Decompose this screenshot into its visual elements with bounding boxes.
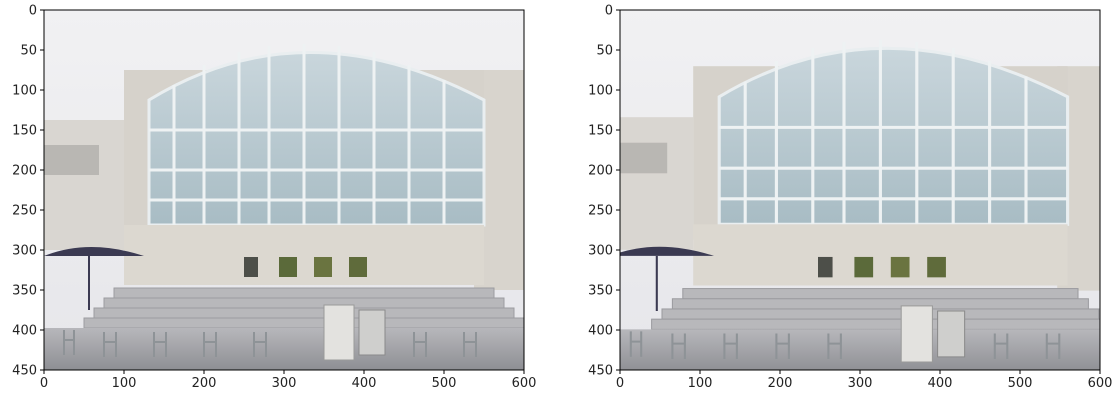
y-tick-label: 150 (588, 124, 613, 139)
x-tick-label: 600 (1088, 376, 1113, 391)
x-tick-label: 200 (192, 376, 217, 391)
y-tick-label: 300 (588, 244, 613, 259)
y-tick-label: 250 (12, 204, 37, 219)
right-photo (620, 10, 1100, 370)
right-x-axis: 0 100 200 300 400 500 600 (616, 370, 1113, 391)
x-tick-label: 500 (1008, 376, 1033, 391)
y-tick-label: 100 (12, 84, 37, 99)
x-tick-label: 100 (112, 376, 137, 391)
y-tick-label: 400 (12, 324, 37, 339)
y-tick-label: 200 (588, 164, 613, 179)
x-tick-label: 600 (512, 376, 537, 391)
y-tick-label: 450 (588, 364, 613, 379)
left-x-axis: 0 100 200 300 400 500 600 (40, 370, 537, 391)
y-tick-label: 50 (596, 44, 613, 59)
x-tick-label: 300 (848, 376, 873, 391)
x-tick-label: 200 (768, 376, 793, 391)
x-tick-label: 400 (928, 376, 953, 391)
x-tick-label: 0 (40, 376, 48, 391)
y-tick-label: 0 (605, 4, 613, 19)
y-tick-label: 450 (12, 364, 37, 379)
x-tick-label: 300 (272, 376, 297, 391)
y-tick-label: 250 (588, 204, 613, 219)
x-tick-label: 400 (352, 376, 377, 391)
y-tick-label: 400 (588, 324, 613, 339)
y-tick-label: 150 (12, 124, 37, 139)
x-tick-label: 100 (688, 376, 713, 391)
right-y-axis: 0 50 100 150 200 250 300 350 400 450 (588, 4, 620, 379)
right-panel: 0 100 200 300 400 500 600 0 50 100 150 200 250 300 35… (588, 4, 1112, 392)
left-panel: 0 100 200 300 400 500 600 0 50 100 150 200 250 300 35… (12, 4, 536, 392)
y-tick-label: 200 (12, 164, 37, 179)
y-tick-label: 0 (29, 4, 37, 19)
y-tick-label: 50 (20, 44, 37, 59)
left-photo (44, 10, 524, 370)
x-tick-label: 0 (616, 376, 624, 391)
y-tick-label: 350 (12, 284, 37, 299)
x-tick-label: 500 (432, 376, 457, 391)
y-tick-label: 300 (12, 244, 37, 259)
left-y-axis: 0 50 100 150 200 250 300 350 400 450 (12, 4, 44, 379)
y-tick-label: 100 (588, 84, 613, 99)
y-tick-label: 350 (588, 284, 613, 299)
